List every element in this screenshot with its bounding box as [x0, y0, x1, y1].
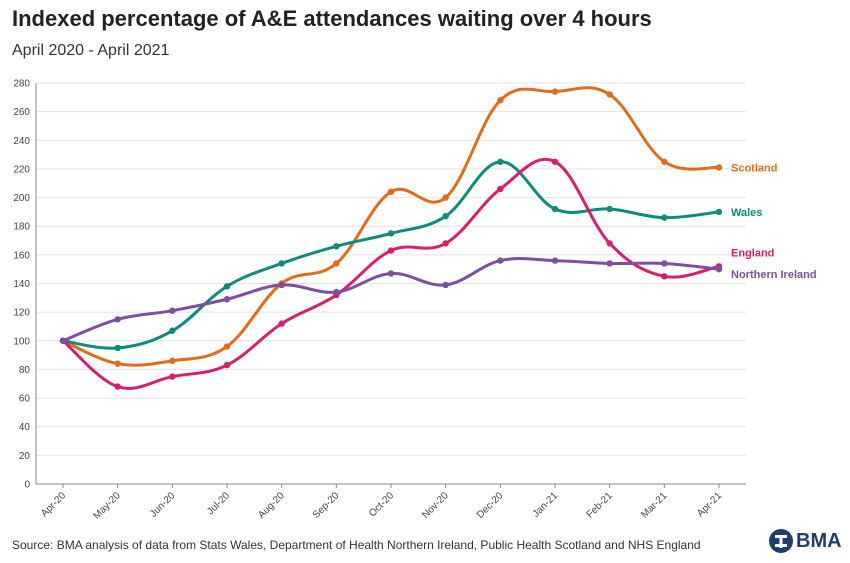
point-england	[661, 273, 668, 280]
y-tick-label: 260	[13, 107, 30, 118]
point-northern-ireland	[497, 257, 504, 264]
point-northern-ireland	[333, 288, 340, 296]
series-wales	[59, 158, 723, 352]
source-note: Source: BMA analysis of data from Stats …	[12, 538, 701, 552]
point-scotland	[442, 194, 449, 201]
point-northern-ireland	[661, 260, 668, 267]
point-northern-ireland	[278, 281, 285, 289]
point-scotland	[169, 357, 176, 365]
y-tick-label: 60	[19, 394, 31, 405]
point-northern-ireland	[223, 296, 231, 303]
bma-logo: BMA	[768, 528, 842, 554]
y-tick-label: 180	[13, 222, 30, 233]
series-labels: Scotland Wales England Northern Ireland	[731, 162, 817, 281]
series-label-england: England	[731, 247, 774, 259]
point-northern-ireland	[59, 337, 67, 344]
point-wales	[497, 158, 504, 165]
x-tick-label: Jul-20	[205, 490, 232, 517]
point-wales	[442, 212, 449, 220]
point-northern-ireland	[387, 270, 395, 277]
point-northern-ireland	[606, 260, 613, 267]
x-tick-label: Sep-20	[311, 490, 342, 521]
y-tick-label: 0	[24, 480, 30, 491]
point-scotland	[114, 360, 121, 367]
point-northern-ireland	[715, 265, 723, 273]
series-lines	[59, 86, 723, 390]
point-wales	[387, 230, 395, 237]
point-england	[387, 247, 395, 254]
bma-emblem-icon	[769, 529, 793, 553]
y-axis: 0 20 40 60 80 100 120 140 160 180 200 220 240 260 280	[13, 79, 37, 491]
x-tick-label: Aug-20	[256, 490, 287, 521]
point-wales	[661, 214, 668, 221]
point-england	[551, 158, 559, 165]
x-axis: Apr-20 May-20 Jun-20 Jul-20 Aug-20 Sep-20 Oct-…	[39, 484, 724, 522]
chart-subtitle: April 2020 - April 2021	[12, 42, 170, 59]
point-england	[442, 240, 449, 247]
x-tick-label: Apr-20	[39, 490, 68, 519]
point-england	[114, 383, 121, 390]
point-wales	[278, 260, 285, 267]
series-northern-ireland	[59, 257, 723, 344]
point-northern-ireland	[169, 307, 176, 314]
x-tick-label: Dec-20	[475, 490, 506, 521]
x-tick-label: Oct-20	[367, 490, 396, 519]
x-tick-label: Jan-21	[531, 490, 561, 520]
x-tick-label: Apr-21	[695, 490, 724, 519]
point-england	[223, 361, 231, 369]
point-scotland	[387, 188, 395, 196]
y-tick-label: 100	[13, 336, 30, 347]
gridlines	[36, 82, 746, 485]
point-wales	[114, 344, 121, 352]
chart-title: Indexed percentage of A&E attendances wa…	[12, 6, 652, 31]
x-tick-label: Jun-20	[148, 490, 178, 520]
point-wales	[169, 327, 176, 334]
y-tick-label: 120	[13, 308, 30, 319]
point-england	[606, 240, 613, 247]
series-label-scotland: Scotland	[731, 162, 777, 174]
y-tick-label: 140	[13, 279, 30, 290]
series-label-northern-ireland: Northern Ireland	[731, 269, 817, 281]
point-england	[169, 373, 176, 380]
logo-text: BMA	[796, 529, 842, 552]
y-tick-label: 40	[19, 422, 31, 433]
point-northern-ireland	[442, 281, 449, 289]
point-england	[278, 320, 285, 327]
x-tick-label: Feb-21	[585, 490, 615, 520]
point-northern-ireland	[114, 316, 121, 323]
point-wales	[715, 208, 723, 216]
point-scotland	[497, 96, 504, 104]
point-scotland	[551, 88, 559, 95]
y-tick-label: 220	[13, 164, 30, 175]
y-tick-label: 240	[13, 136, 30, 147]
line-chart: 020406080100120140160180200220240260280 …	[13, 79, 817, 522]
series-scotland	[59, 86, 723, 367]
point-scotland	[333, 260, 340, 267]
x-tick-label: Mar-21	[639, 490, 669, 520]
point-scotland	[715, 164, 723, 171]
y-tick-label: 160	[13, 250, 30, 261]
point-england	[497, 185, 504, 193]
point-wales	[606, 205, 613, 213]
point-scotland	[661, 158, 668, 165]
point-wales	[223, 283, 231, 290]
y-tick-label: 200	[13, 193, 30, 204]
y-tick-label: 280	[13, 79, 30, 90]
point-wales	[551, 205, 559, 213]
point-wales	[333, 243, 340, 250]
point-scotland	[223, 343, 231, 350]
y-tick-label: 20	[19, 451, 31, 462]
point-northern-ireland	[551, 257, 559, 264]
x-tick-label: May-20	[91, 490, 123, 522]
y-tick-label: 80	[19, 365, 31, 376]
x-tick-label: Nov-20	[420, 490, 451, 521]
series-label-wales: Wales	[731, 207, 762, 219]
point-scotland	[606, 91, 613, 98]
